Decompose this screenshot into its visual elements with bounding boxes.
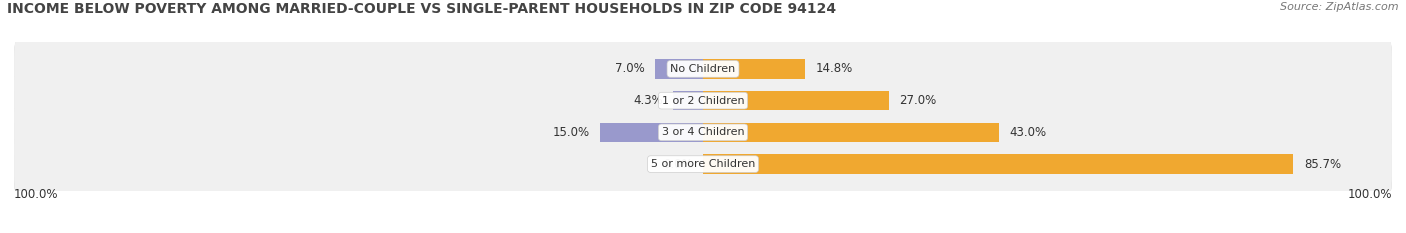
Text: 85.7%: 85.7% xyxy=(1303,158,1341,171)
FancyBboxPatch shape xyxy=(14,136,1392,194)
Text: 15.0%: 15.0% xyxy=(553,126,589,139)
FancyBboxPatch shape xyxy=(14,41,1392,99)
FancyBboxPatch shape xyxy=(14,104,1392,163)
Text: Source: ZipAtlas.com: Source: ZipAtlas.com xyxy=(1281,2,1399,12)
Bar xyxy=(703,59,806,79)
FancyBboxPatch shape xyxy=(14,72,1392,131)
Text: 7.0%: 7.0% xyxy=(614,62,644,75)
Bar xyxy=(673,91,703,110)
Text: No Children: No Children xyxy=(671,64,735,74)
Text: 1 or 2 Children: 1 or 2 Children xyxy=(662,96,744,106)
Bar xyxy=(599,123,703,142)
Bar xyxy=(655,59,703,79)
Text: 4.3%: 4.3% xyxy=(633,94,664,107)
Bar xyxy=(703,154,1294,174)
Text: INCOME BELOW POVERTY AMONG MARRIED-COUPLE VS SINGLE-PARENT HOUSEHOLDS IN ZIP COD: INCOME BELOW POVERTY AMONG MARRIED-COUPL… xyxy=(7,2,837,16)
Text: 27.0%: 27.0% xyxy=(900,94,936,107)
Text: 43.0%: 43.0% xyxy=(1010,126,1046,139)
FancyBboxPatch shape xyxy=(14,135,1392,193)
FancyBboxPatch shape xyxy=(14,71,1392,130)
Bar xyxy=(703,123,1000,142)
FancyBboxPatch shape xyxy=(14,103,1392,162)
FancyBboxPatch shape xyxy=(14,40,1392,98)
Text: 0.0%: 0.0% xyxy=(664,158,693,171)
Bar xyxy=(703,91,889,110)
Text: 14.8%: 14.8% xyxy=(815,62,852,75)
Text: 100.0%: 100.0% xyxy=(1347,188,1392,201)
Text: 100.0%: 100.0% xyxy=(14,188,59,201)
Text: 3 or 4 Children: 3 or 4 Children xyxy=(662,127,744,137)
Text: 5 or more Children: 5 or more Children xyxy=(651,159,755,169)
